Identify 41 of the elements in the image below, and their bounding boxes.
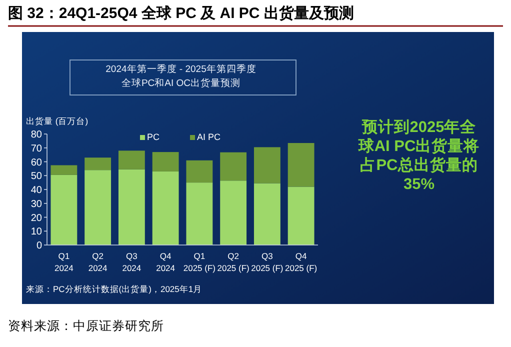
chart-subtitle: 2024年第一季度 - 2025年第四季度全球PC和AI OC出货量预测 bbox=[105, 63, 257, 91]
bar bbox=[118, 150, 145, 170]
text: 资料来源：中原证券研究所 bbox=[8, 318, 164, 335]
x-tick-label: Q4 2024 bbox=[156, 251, 176, 273]
bar bbox=[288, 143, 314, 187]
bar bbox=[152, 171, 179, 245]
y-tick-label: 60 bbox=[30, 157, 42, 168]
x-tick-label: Q2 2024 bbox=[88, 251, 108, 273]
y-tick-label: 0 bbox=[36, 240, 42, 252]
y-tick-label: 20 bbox=[30, 212, 42, 224]
y-tick-label: 80 bbox=[30, 130, 42, 140]
y-tick-label: 30 bbox=[30, 198, 42, 210]
bar bbox=[84, 158, 112, 170]
y-tick-label: 40 bbox=[30, 185, 42, 196]
bar bbox=[220, 152, 247, 181]
x-tick-label: Q2 2025 (F) bbox=[217, 251, 250, 273]
x-tick-label: Q3 2024 bbox=[122, 251, 142, 273]
y-tick-label: 10 bbox=[30, 226, 42, 238]
y-tick-label: 70 bbox=[30, 143, 42, 154]
bar bbox=[84, 170, 112, 245]
x-tick-label: Q4 2025 (F) bbox=[285, 251, 318, 273]
bar bbox=[50, 165, 78, 175]
y-tick-label: 50 bbox=[30, 171, 42, 182]
bar bbox=[50, 174, 78, 245]
legend-label: AI PC bbox=[197, 132, 222, 142]
source-note: 来源：PC分析统计数据(出货量)，2025年1月 bbox=[26, 284, 202, 296]
bar bbox=[254, 183, 280, 245]
bar bbox=[152, 152, 179, 172]
bar bbox=[118, 169, 145, 245]
x-tick-label: Q1 2025 (F) bbox=[183, 251, 216, 273]
x-tick-label: Q1 2024 bbox=[54, 251, 74, 273]
bar bbox=[186, 160, 213, 183]
legend-label: PC bbox=[147, 132, 160, 142]
bar bbox=[254, 147, 280, 184]
text: 预计到2025年全球AI PC出货量将占PC总出货量的35% bbox=[358, 118, 480, 194]
bar bbox=[288, 186, 314, 245]
y-axis-title: 出货量 (百万台) bbox=[26, 116, 88, 128]
chart-title: 图 32：24Q1-25Q4 全球 PC 及 AI PC 出货量及预测 bbox=[8, 4, 354, 23]
x-tick-label: Q3 2025 (F) bbox=[251, 251, 284, 273]
bar bbox=[186, 182, 213, 245]
bar bbox=[220, 180, 247, 245]
